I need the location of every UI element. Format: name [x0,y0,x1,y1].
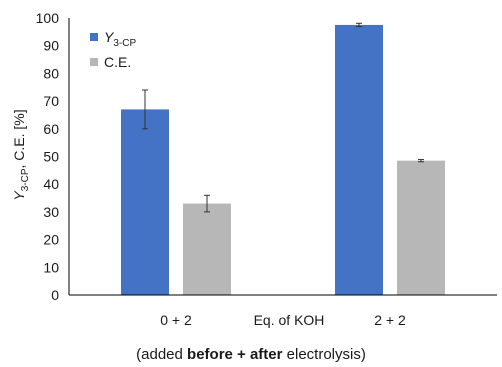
legend-label-ce: C.E. [104,54,131,70]
legend-label-y3cp: Y3-CP [104,29,136,49]
y-axis-title-sub: 3-CP [20,168,31,191]
y-axis-title-var: Y [11,190,27,201]
y-axis-ticks: 0 10 20 30 40 50 60 70 80 90 100 [36,10,60,303]
legend: Y3-CP C.E. [90,29,136,70]
category-labels: 0 + 2 2 + 2 [160,312,406,328]
subtitle-part-3: electrolysis) [282,346,365,363]
error-bars-group [142,22,424,213]
legend-swatch-y3cp [90,33,98,41]
y-tick-label: 10 [43,259,59,275]
bars-group [121,24,445,296]
bar-y3cp-0 [121,109,169,295]
y-tick-label: 80 [43,65,59,81]
y-axis-title: Y3-CP, C.E. [%] [11,109,31,200]
legend-swatch-ce [90,58,98,66]
y-tick-label: 0 [51,287,59,303]
y-axis-title-rest: , C.E. [%] [11,109,27,168]
subtitle-part-1: (added [136,346,187,363]
subtitle-part-2: before + after [187,346,283,363]
y-tick-label: 70 [43,93,59,109]
bar-y3cp-1 [335,24,383,296]
bar-ce-1 [397,160,445,295]
y-tick-label: 40 [43,176,59,192]
bar-ce-0 [183,203,231,295]
category-label: 2 + 2 [374,312,406,328]
y-tick-label: 60 [43,121,59,137]
legend-label-y3cp-main: Y [104,29,115,45]
chart-subtitle: (added before + after electrolysis) [136,346,366,363]
y-tick-label: 90 [43,38,59,54]
y-tick-label: 30 [43,204,59,220]
category-label: 0 + 2 [160,312,192,328]
legend-label-y3cp-sub: 3-CP [113,38,136,49]
x-axis-label: Eq. of KOH [254,312,325,328]
y-tick-label: 20 [43,232,59,248]
y-tick-label: 50 [43,149,59,165]
y-tick-label: 100 [36,10,60,26]
